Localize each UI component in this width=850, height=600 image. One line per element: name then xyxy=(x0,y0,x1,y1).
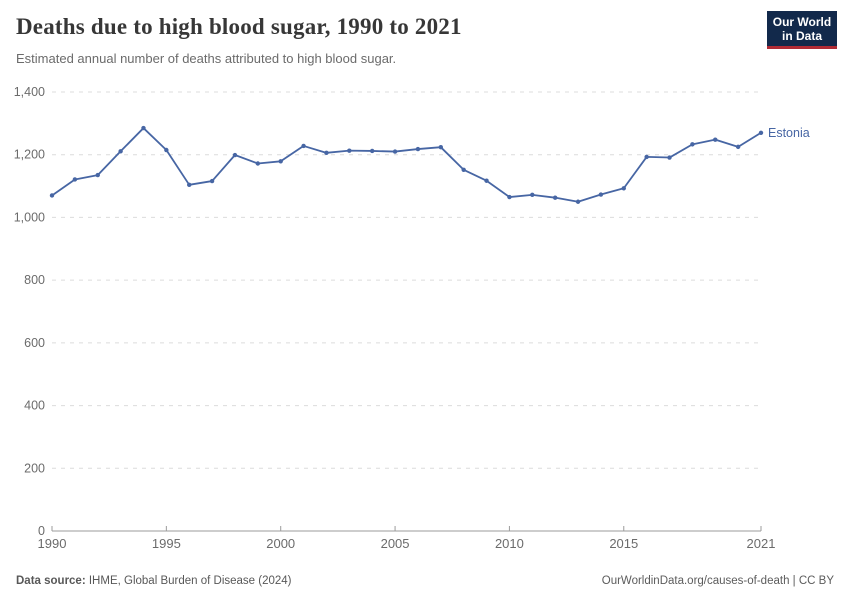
data-source-text: IHME, Global Burden of Disease (2024) xyxy=(85,575,292,587)
data-point xyxy=(644,154,649,160)
y-tick-label: 0 xyxy=(38,524,45,538)
data-point xyxy=(530,192,535,198)
data-point xyxy=(735,144,741,150)
data-point xyxy=(49,193,55,198)
data-point xyxy=(95,172,100,178)
x-tick-label: 2000 xyxy=(266,536,295,551)
y-tick-label: 1,000 xyxy=(14,210,45,224)
x-tick-label: 1990 xyxy=(38,536,67,551)
data-source: Data source: IHME, Global Burden of Dise… xyxy=(16,575,292,587)
x-tick-label: 2010 xyxy=(495,536,524,551)
y-tick-label: 400 xyxy=(24,399,45,413)
data-point xyxy=(552,195,558,200)
data-point xyxy=(141,125,146,131)
x-tick-label: 2021 xyxy=(747,536,776,551)
data-source-label: Data source: xyxy=(16,575,86,587)
chart-footer: Data source: IHME, Global Burden of Dise… xyxy=(16,575,834,587)
y-tick-label: 200 xyxy=(24,461,45,475)
y-tick-label: 1,400 xyxy=(14,85,45,99)
data-point xyxy=(255,161,261,166)
data-point xyxy=(392,149,398,154)
y-tick-label: 800 xyxy=(24,273,45,287)
data-point xyxy=(301,143,306,149)
owid-logo[interactable]: Our World in Data xyxy=(767,11,837,49)
data-point xyxy=(278,159,283,164)
data-point xyxy=(713,137,718,142)
data-point xyxy=(164,147,169,153)
footer-link[interactable]: OurWorldinData.org/causes-of-death | CC … xyxy=(601,575,834,587)
entity-label[interactable]: Estonia xyxy=(768,126,810,140)
y-tick-label: 1,200 xyxy=(14,148,45,162)
series-line[interactable] xyxy=(51,127,762,203)
data-point xyxy=(415,146,421,152)
data-point xyxy=(621,186,626,191)
data-point xyxy=(232,152,238,158)
data-point xyxy=(438,144,444,150)
x-tick-label: 2015 xyxy=(609,536,638,551)
data-point xyxy=(118,149,123,154)
data-point xyxy=(667,155,672,160)
data-point xyxy=(369,148,375,154)
y-tick-label: 600 xyxy=(24,336,45,350)
data-point xyxy=(347,148,352,153)
data-point xyxy=(484,178,489,183)
data-point xyxy=(690,142,695,147)
x-tick-label: 1995 xyxy=(152,536,181,551)
data-point xyxy=(575,199,581,204)
data-point xyxy=(507,194,512,200)
owid-logo-line1: Our World xyxy=(772,14,832,29)
owid-logo-line2: in Data xyxy=(781,28,822,43)
x-tick-label: 2005 xyxy=(381,536,410,551)
data-point xyxy=(758,130,764,135)
data-point xyxy=(72,177,78,182)
data-point xyxy=(209,178,215,184)
data-point xyxy=(598,192,604,197)
data-point xyxy=(461,167,466,172)
data-point xyxy=(187,182,192,188)
data-point xyxy=(324,150,329,156)
page-title: Deaths due to high blood sugar, 1990 to … xyxy=(16,14,462,39)
page-subtitle: Estimated annual number of deaths attrib… xyxy=(16,51,397,66)
